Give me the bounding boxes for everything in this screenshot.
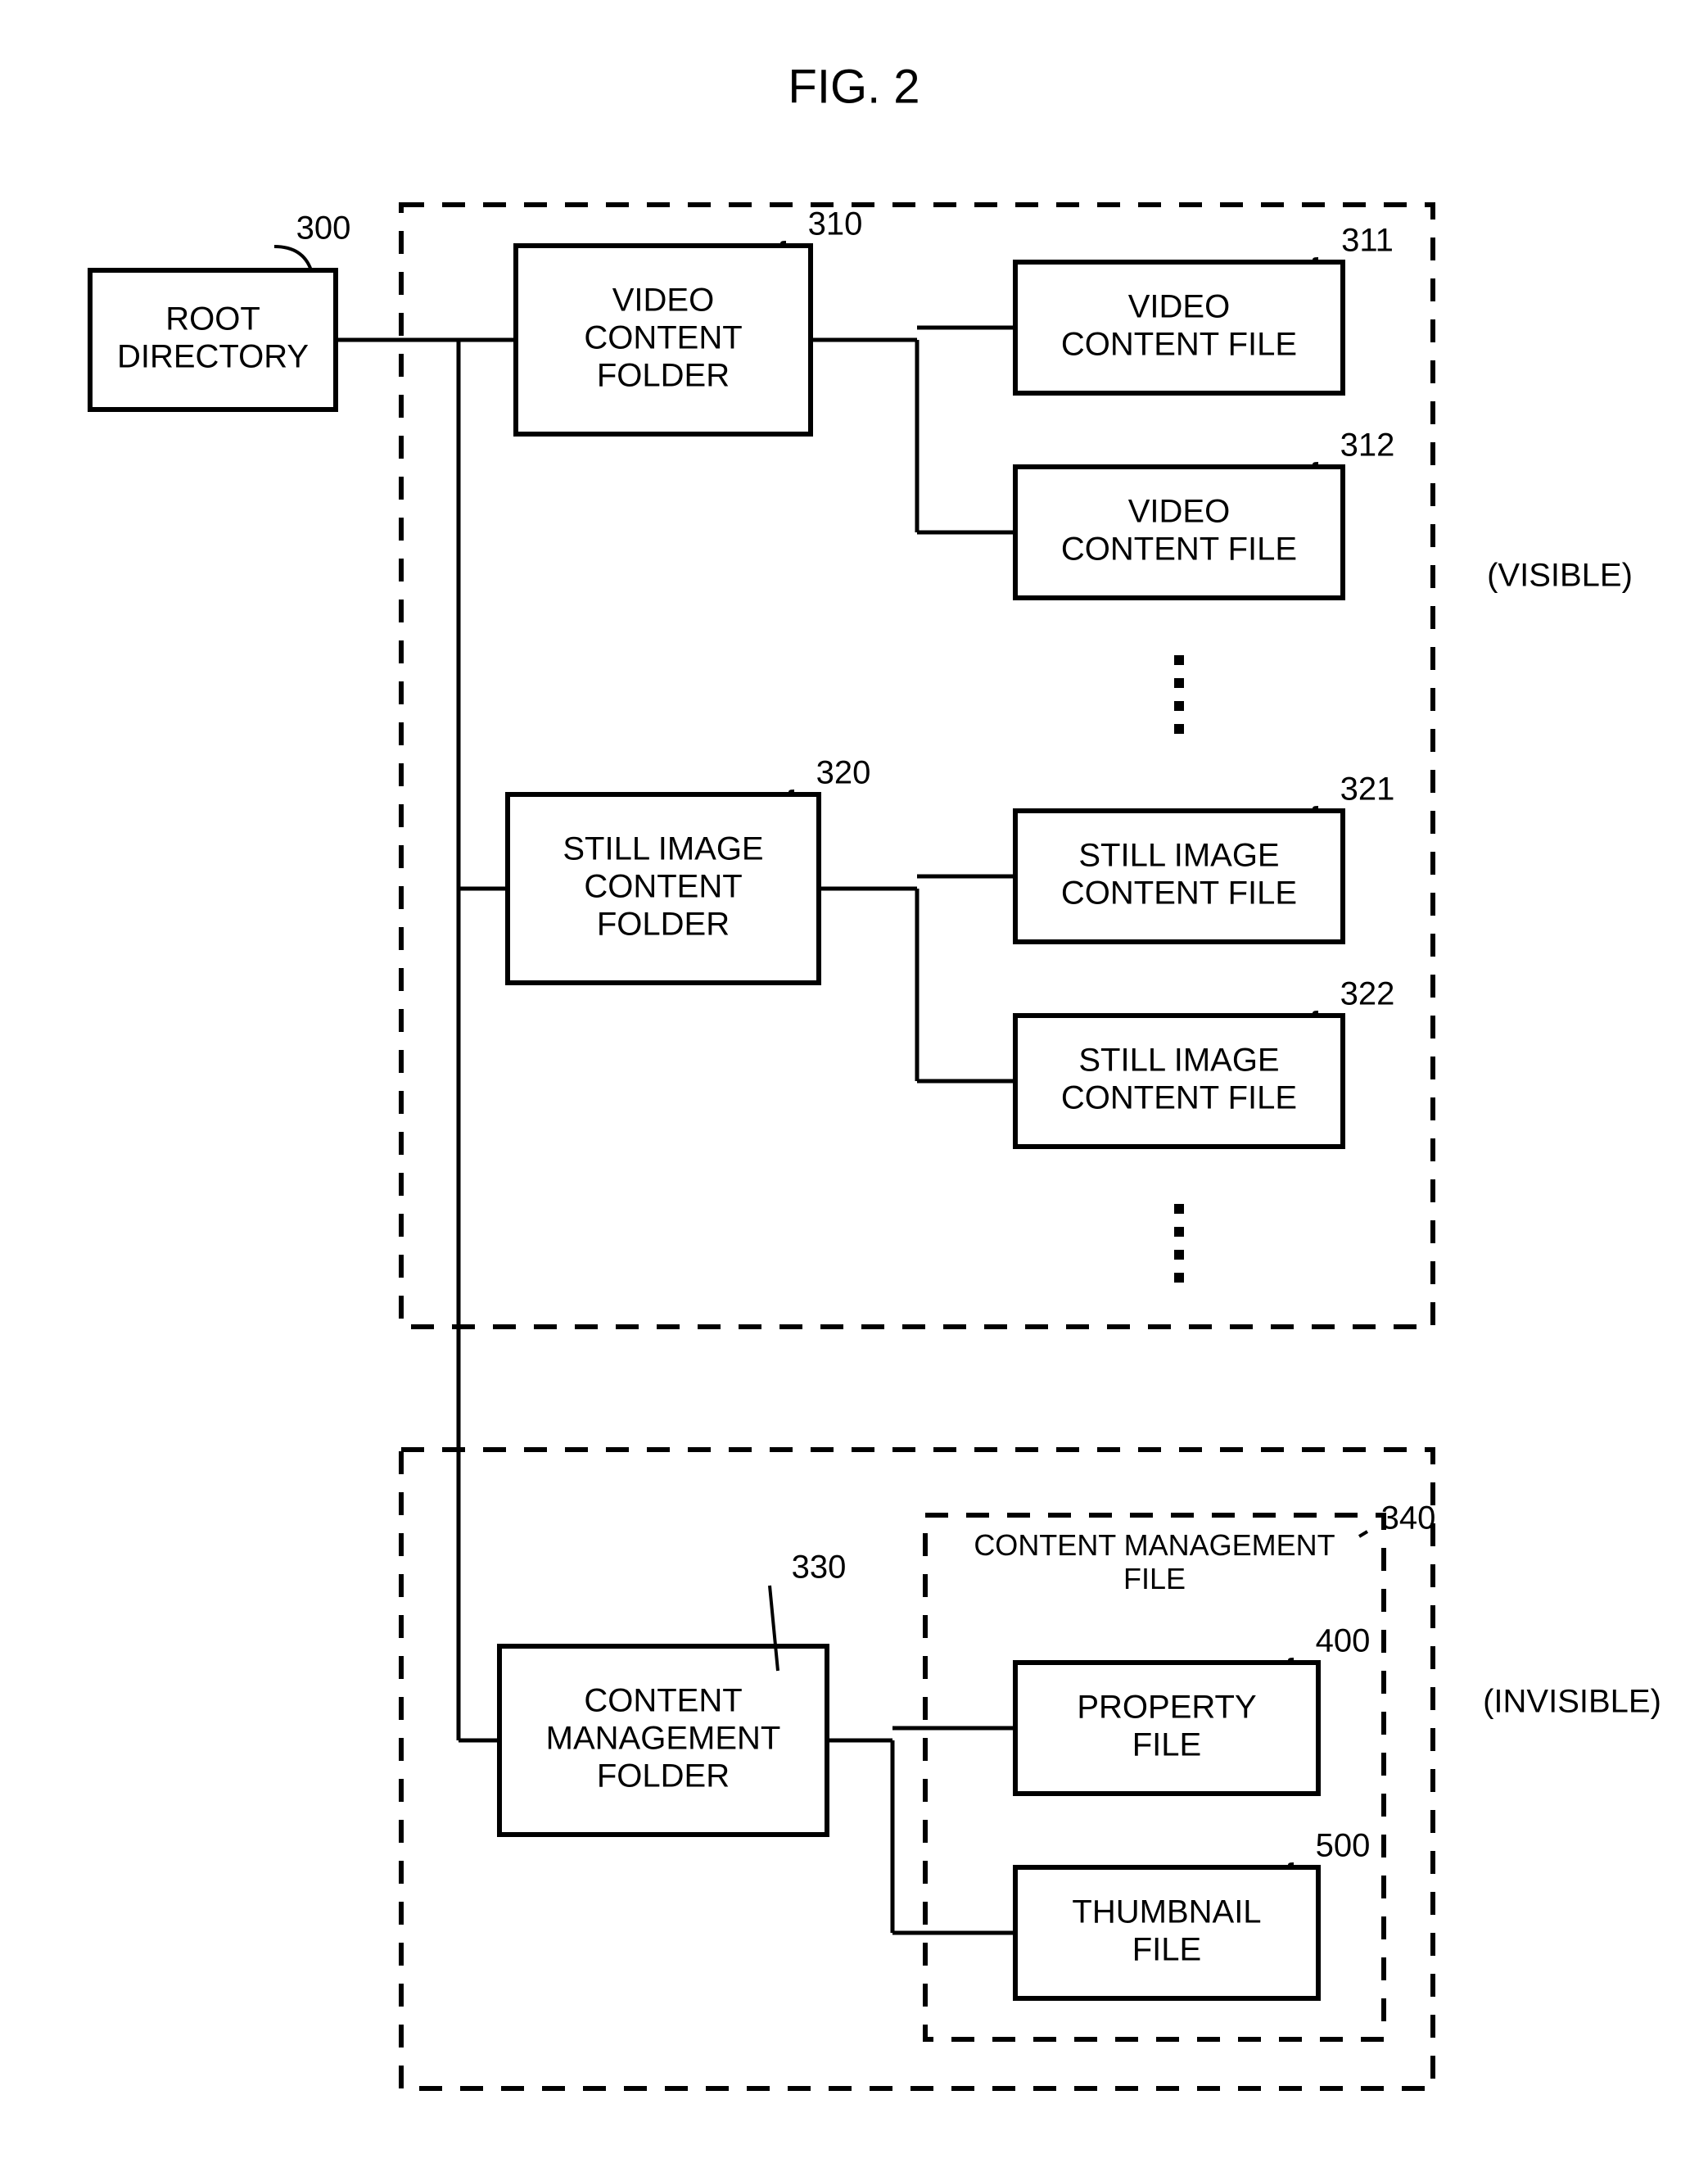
svg-text:311: 311 [1341,223,1394,259]
svg-text:THUMBNAIL: THUMBNAIL [1072,1894,1261,1930]
svg-text:FOLDER: FOLDER [597,358,730,394]
svg-text:FILE: FILE [1132,1727,1201,1763]
svg-text:VIDEO: VIDEO [612,283,714,319]
svg-text:(VISIBLE): (VISIBLE) [1487,558,1633,594]
svg-text:CONTENT: CONTENT [584,320,742,356]
svg-text:CONTENT: CONTENT [584,869,742,905]
svg-text:322: 322 [1340,976,1395,1012]
svg-text:FIG. 2: FIG. 2 [788,60,920,113]
svg-text:ROOT: ROOT [165,301,260,337]
svg-text:FILE: FILE [1132,1932,1201,1968]
svg-text:FILE: FILE [1123,1562,1186,1595]
svg-text:CONTENT FILE: CONTENT FILE [1061,532,1297,568]
svg-text:DIRECTORY: DIRECTORY [117,339,309,375]
svg-text:CONTENT MANAGEMENT: CONTENT MANAGEMENT [974,1528,1335,1562]
svg-text:VIDEO: VIDEO [1128,494,1230,530]
svg-text:310: 310 [808,206,863,242]
svg-text:CONTENT FILE: CONTENT FILE [1061,327,1297,363]
svg-text:(INVISIBLE): (INVISIBLE) [1483,1684,1661,1720]
svg-text:CONTENT: CONTENT [584,1683,742,1719]
svg-text:340: 340 [1381,1500,1436,1536]
svg-text:500: 500 [1316,1828,1371,1864]
svg-text:STILL IMAGE: STILL IMAGE [1078,1043,1279,1079]
svg-text:VIDEO: VIDEO [1128,289,1230,325]
svg-text:CONTENT FILE: CONTENT FILE [1061,1080,1297,1116]
svg-text:FOLDER: FOLDER [597,907,730,943]
svg-text:300: 300 [296,210,351,247]
svg-text:312: 312 [1340,428,1395,464]
svg-text:FOLDER: FOLDER [597,1758,730,1794]
svg-text:STILL IMAGE: STILL IMAGE [563,831,763,867]
svg-text:PROPERTY: PROPERTY [1077,1690,1256,1726]
svg-text:321: 321 [1340,771,1395,808]
svg-text:330: 330 [792,1550,847,1586]
svg-text:400: 400 [1316,1623,1371,1659]
svg-text:320: 320 [816,755,871,791]
svg-text:MANAGEMENT: MANAGEMENT [546,1721,781,1757]
svg-text:CONTENT FILE: CONTENT FILE [1061,876,1297,912]
svg-text:STILL IMAGE: STILL IMAGE [1078,838,1279,874]
